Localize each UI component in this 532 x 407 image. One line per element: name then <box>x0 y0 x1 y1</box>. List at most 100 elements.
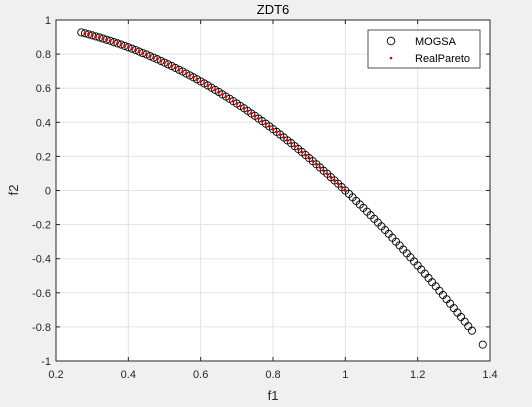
point-mogsa <box>145 52 155 61</box>
point-realpareto <box>90 33 94 37</box>
point-realpareto <box>170 64 174 68</box>
point-realpareto <box>177 68 181 72</box>
point-realpareto <box>311 159 315 163</box>
point-realpareto <box>83 31 87 35</box>
point-realpareto <box>163 61 166 65</box>
y-tick-label: 1 <box>45 15 51 27</box>
y-tick-label: 0 <box>45 186 51 198</box>
point-realpareto <box>318 166 322 169</box>
point-realpareto <box>220 92 224 96</box>
x-tick-label: 0.6 <box>193 369 208 381</box>
point-realpareto <box>130 47 134 51</box>
legend-box <box>367 29 481 69</box>
point-realpareto <box>87 32 90 36</box>
y-tick-label: 0.4 <box>36 117 51 129</box>
point-realpareto <box>181 70 184 73</box>
point-realpareto <box>253 114 257 118</box>
point-realpareto <box>119 43 123 46</box>
point-realpareto <box>282 136 286 139</box>
y-tick-label: -0.8 <box>32 322 51 334</box>
point-realpareto <box>289 141 293 145</box>
point-realpareto <box>192 75 195 79</box>
y-tick-label: -0.4 <box>32 254 51 266</box>
point-realpareto <box>155 57 159 61</box>
point-realpareto <box>322 169 326 173</box>
point-realpareto <box>293 144 297 148</box>
legend-label-realpareto: RealPareto <box>415 53 470 65</box>
point-realpareto <box>148 54 152 58</box>
x-tick-label: 1.2 <box>410 369 425 381</box>
point-realpareto <box>249 112 253 115</box>
point-realpareto <box>98 35 101 39</box>
point-realpareto <box>231 99 235 103</box>
point-realpareto <box>343 189 347 192</box>
point-realpareto <box>126 45 130 49</box>
point-realpareto <box>340 185 344 189</box>
x-tick-label: 0.8 <box>265 369 280 381</box>
point-realpareto <box>329 175 333 179</box>
legend: MOGSA RealPareto <box>367 29 481 69</box>
point-realpareto <box>116 41 119 45</box>
point-realpareto <box>224 95 228 98</box>
point-mogsa <box>174 65 184 74</box>
point-realpareto <box>137 50 141 53</box>
point-realpareto <box>188 74 192 77</box>
point-realpareto <box>213 88 217 92</box>
x-tick-label: 1 <box>342 369 348 381</box>
point-mogsa <box>156 56 165 65</box>
point-realpareto <box>217 90 221 94</box>
point-mogsa <box>135 47 144 56</box>
y-tick-label: 0.2 <box>36 151 51 163</box>
y-tick-label: -0.6 <box>32 288 51 300</box>
x-axis-label: f1 <box>268 388 279 403</box>
point-realpareto <box>242 106 246 110</box>
point-realpareto <box>235 102 239 105</box>
point-realpareto <box>152 56 156 60</box>
point-realpareto <box>105 38 109 42</box>
point-realpareto <box>134 48 137 52</box>
point-realpareto <box>101 37 105 40</box>
point-mogsa <box>467 326 476 335</box>
point-realpareto <box>286 138 289 142</box>
point-realpareto <box>228 97 232 101</box>
point-realpareto <box>210 86 213 90</box>
point-realpareto <box>278 133 282 136</box>
point-realpareto <box>260 119 264 123</box>
point-realpareto <box>304 153 307 157</box>
point-realpareto <box>159 59 163 63</box>
point-realpareto <box>257 117 260 120</box>
point-realpareto <box>199 79 203 83</box>
point-realpareto <box>123 44 127 48</box>
point-realpareto <box>267 124 271 128</box>
point-mogsa <box>160 58 169 67</box>
point-mogsa <box>478 340 487 349</box>
legend-marker-mogsa <box>386 36 396 46</box>
point-realpareto <box>296 147 300 151</box>
point-realpareto <box>271 127 275 131</box>
point-realpareto <box>94 34 98 38</box>
point-realpareto <box>264 122 268 126</box>
point-realpareto <box>246 109 250 113</box>
legend-marker-realpareto <box>389 56 393 60</box>
point-realpareto <box>195 77 199 81</box>
data-points <box>77 28 487 349</box>
point-realpareto <box>206 84 210 87</box>
legend-label-mogsa: MOGSA <box>415 36 457 48</box>
y-tick-label: -0.2 <box>32 220 51 232</box>
point-realpareto <box>315 162 318 166</box>
point-realpareto <box>325 172 329 176</box>
point-realpareto <box>300 150 304 154</box>
y-axis-label: f2 <box>6 185 21 196</box>
point-realpareto <box>108 39 112 43</box>
point-realpareto <box>239 104 242 108</box>
x-tick-label: 0.4 <box>121 369 136 381</box>
point-realpareto <box>336 182 340 186</box>
point-realpareto <box>141 51 145 55</box>
point-realpareto <box>307 156 311 160</box>
point-realpareto <box>166 62 170 66</box>
point-mogsa <box>164 60 173 69</box>
y-tick-label: 0.8 <box>36 49 51 61</box>
point-realpareto <box>202 82 206 85</box>
point-realpareto <box>333 179 336 182</box>
y-tick-label: -1 <box>41 356 51 368</box>
